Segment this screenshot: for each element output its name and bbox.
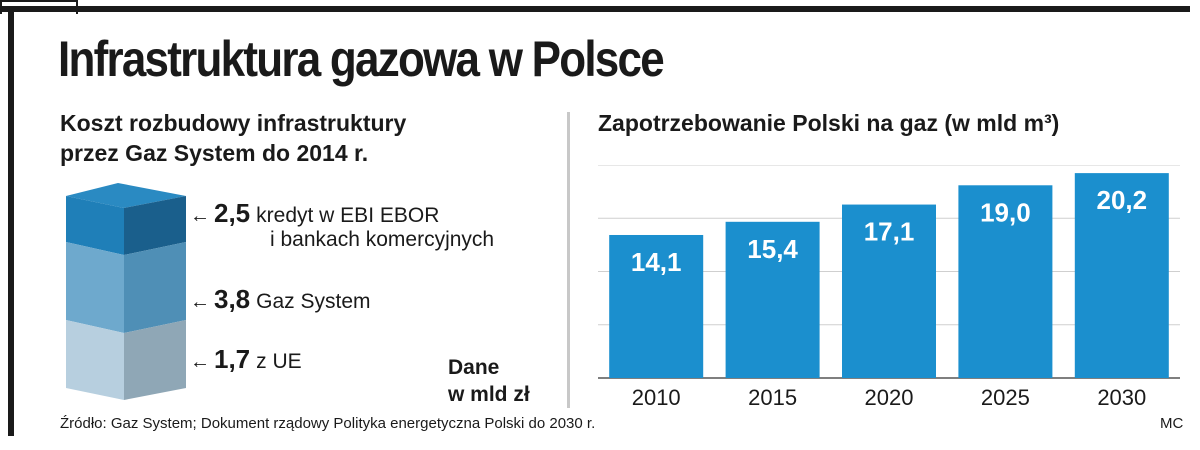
x-tick-label: 2025: [981, 385, 1030, 410]
legend-value-1: 2,5: [214, 198, 251, 228]
legend-row-3: ← 1,7 z UE: [190, 344, 302, 376]
legend-label-2: Gaz System: [256, 290, 371, 313]
left-panel-title-line2: przez Gaz System do 2014 r.: [60, 140, 369, 166]
bar-value-label: 19,0: [980, 197, 1031, 227]
unit-label: Dane w mld zł: [448, 354, 530, 408]
author-credit: MC: [1160, 415, 1184, 432]
legend-row-2: ← 3,8 Gaz System: [190, 284, 371, 316]
cube-segment-2-right: [124, 242, 186, 333]
legend-value-2: 3,8: [214, 284, 251, 314]
bar: [958, 185, 1053, 378]
bar: [725, 221, 820, 378]
legend-value-3: 1,7: [214, 344, 251, 374]
bar-value-label: 17,1: [864, 217, 915, 247]
chart-title: Zapotrzebowanie Polski na gaz (w mld m³): [598, 110, 1060, 136]
arrow-left-icon: ←: [190, 205, 210, 227]
arrow-left-icon: ←: [190, 351, 210, 373]
x-tick-label: 2015: [748, 385, 797, 410]
unit-label-line1: Dane: [448, 356, 500, 379]
bar: [1074, 173, 1169, 378]
bar-value-label: 15,4: [747, 234, 798, 264]
source-note: Źródło: Gaz System; Dokument rządowy Pol…: [60, 415, 596, 432]
cube-segment-3-left: [66, 320, 124, 400]
x-tick-label: 2030: [1097, 385, 1146, 410]
frame-left-rule: [8, 6, 14, 436]
cube-top-face: [66, 183, 186, 208]
legend-label-1-line2: i bankach komercyjnych: [270, 228, 495, 251]
left-panel-title: Koszt rozbudowy infrastruktury przez Gaz…: [60, 108, 540, 168]
bar-value-label: 20,2: [1096, 185, 1147, 215]
legend-label-3: z UE: [256, 350, 302, 373]
cube-segment-1-left: [66, 196, 124, 255]
main-title: Infrastruktura gazowa w Polsce: [58, 31, 665, 87]
cube-segment-2-left: [66, 242, 124, 333]
unit-label-line2: w mld zł: [448, 383, 530, 406]
legend-row-1: ← 2,5 kredyt w EBI EBOR: [190, 198, 439, 230]
bar-chart: 14,1 2010 15,4 2015 17,1 2020 19,0 2025 20,2 2030: [598, 165, 1180, 410]
bar: [842, 204, 936, 378]
cube-segment-3-right: [124, 320, 186, 400]
frame-top-rule: [0, 6, 1190, 12]
bar-value-label: 14,1: [631, 247, 682, 277]
x-tick-label: 2010: [632, 385, 681, 410]
arrow-left-icon: ←: [190, 291, 210, 313]
panel-divider: [567, 112, 570, 408]
cube-segment-1-right: [124, 196, 186, 255]
bar: [609, 234, 704, 378]
x-tick-label: 2020: [865, 385, 914, 410]
legend-label-1: kredyt w EBI EBOR: [256, 204, 440, 227]
left-panel-title-line1: Koszt rozbudowy infrastruktury: [60, 110, 407, 136]
